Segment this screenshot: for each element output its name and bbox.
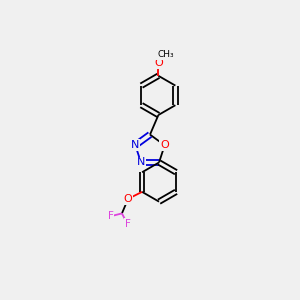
Text: F: F: [124, 219, 130, 229]
Text: N: N: [137, 158, 145, 167]
Text: N: N: [131, 140, 140, 150]
Text: CH₃: CH₃: [157, 50, 174, 59]
Text: O: O: [154, 58, 163, 68]
Text: O: O: [124, 194, 133, 204]
Text: F: F: [108, 211, 114, 221]
Text: O: O: [160, 140, 169, 150]
